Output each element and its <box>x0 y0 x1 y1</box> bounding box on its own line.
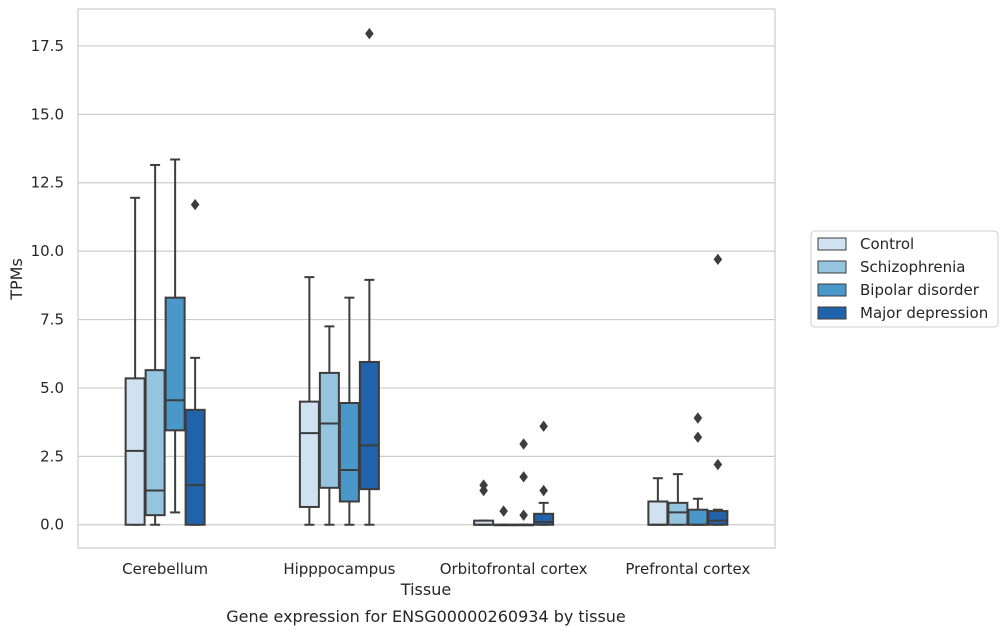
plot-area-frame <box>77 8 776 549</box>
y-axis-label: TPMs <box>7 258 26 301</box>
box-2-1 <box>493 505 515 527</box>
box-body <box>358 360 380 491</box>
y-tick-label: 7.5 <box>40 311 64 329</box>
y-tick-label: 12.5 <box>31 174 64 192</box>
outlier-point <box>539 420 548 432</box>
legend-label: Schizophrenia <box>860 258 965 276</box>
outlier-point <box>499 505 508 517</box>
box-3-2 <box>687 412 709 526</box>
legend-label: Bipolar disorder <box>860 281 980 299</box>
y-tick-label: 15.0 <box>31 105 64 123</box>
outlier-point <box>693 431 703 443</box>
outlier-point <box>479 484 488 497</box>
outlier-point <box>519 471 528 483</box>
outlier-point <box>693 412 703 424</box>
box-1-3 <box>358 27 380 526</box>
x-tick-label: Orbitofrontal cortex <box>440 560 588 578</box>
legend-label: Major depression <box>860 304 988 322</box>
box-body <box>338 401 360 503</box>
y-axis-ticks: 0.0 2.5 5.0 7.5 10.0 12.5 15.0 17.5 <box>31 37 64 534</box>
y-tick-label: 17.5 <box>31 37 64 55</box>
outlier-point <box>519 438 528 450</box>
box-0-3 <box>184 198 206 526</box>
outlier-point <box>365 27 374 40</box>
x-tick-label: Cerebellum <box>122 560 208 578</box>
box-body <box>647 500 669 526</box>
box-body <box>144 369 166 517</box>
y-tick-label: 0.0 <box>40 516 64 534</box>
outlier-point <box>713 253 723 266</box>
legend-swatch <box>817 306 847 320</box>
box-body <box>184 408 206 526</box>
box-1-0 <box>298 276 320 526</box>
box-0-0 <box>124 196 146 526</box>
box-1-2 <box>338 296 360 526</box>
box-3-3 <box>707 253 729 526</box>
box-body <box>298 400 320 508</box>
box-2-0 <box>473 479 495 526</box>
legend-swatch <box>817 260 847 274</box>
box-1-1 <box>318 325 340 526</box>
box-body <box>318 371 340 489</box>
outlier-point <box>190 198 200 211</box>
x-axis-ticks: Cerebellum Hipppocampus Orbitofrontal cort… <box>122 560 750 578</box>
box-body <box>667 501 689 526</box>
legend-swatch <box>817 237 847 251</box>
outlier-point <box>713 458 723 471</box>
box-0-2 <box>164 158 186 514</box>
box-2-2 <box>513 438 535 527</box>
y-tick-label: 2.5 <box>40 447 64 465</box>
x-tick-label: Hipppocampus <box>283 560 395 578</box>
y-tick-label: 5.0 <box>40 379 64 397</box>
box-3-1 <box>667 473 689 526</box>
box-body <box>687 508 709 526</box>
chart-caption: Gene expression for ENSG00000260934 by t… <box>226 607 626 626</box>
x-axis-label: Tissue <box>400 580 451 599</box>
box-body <box>164 296 186 432</box>
box-2-3 <box>533 420 555 526</box>
grid-lines <box>78 45 775 526</box>
box-body <box>707 510 729 526</box>
legend: Control Schizophrenia Bipolar disorder Majo… <box>810 230 999 328</box>
y-tick-label: 10.0 <box>31 242 64 260</box>
outlier-point <box>539 484 548 497</box>
legend-label: Control <box>860 235 914 253</box>
box-3-0 <box>647 477 669 526</box>
legend-swatch <box>817 283 847 297</box>
legend-frame <box>810 230 999 328</box>
box-0-1 <box>144 163 166 526</box>
box-body <box>533 512 555 526</box>
boxes <box>124 27 729 527</box>
outlier-point <box>519 509 528 521</box>
x-tick-label: Prefrontal cortex <box>625 560 750 578</box>
